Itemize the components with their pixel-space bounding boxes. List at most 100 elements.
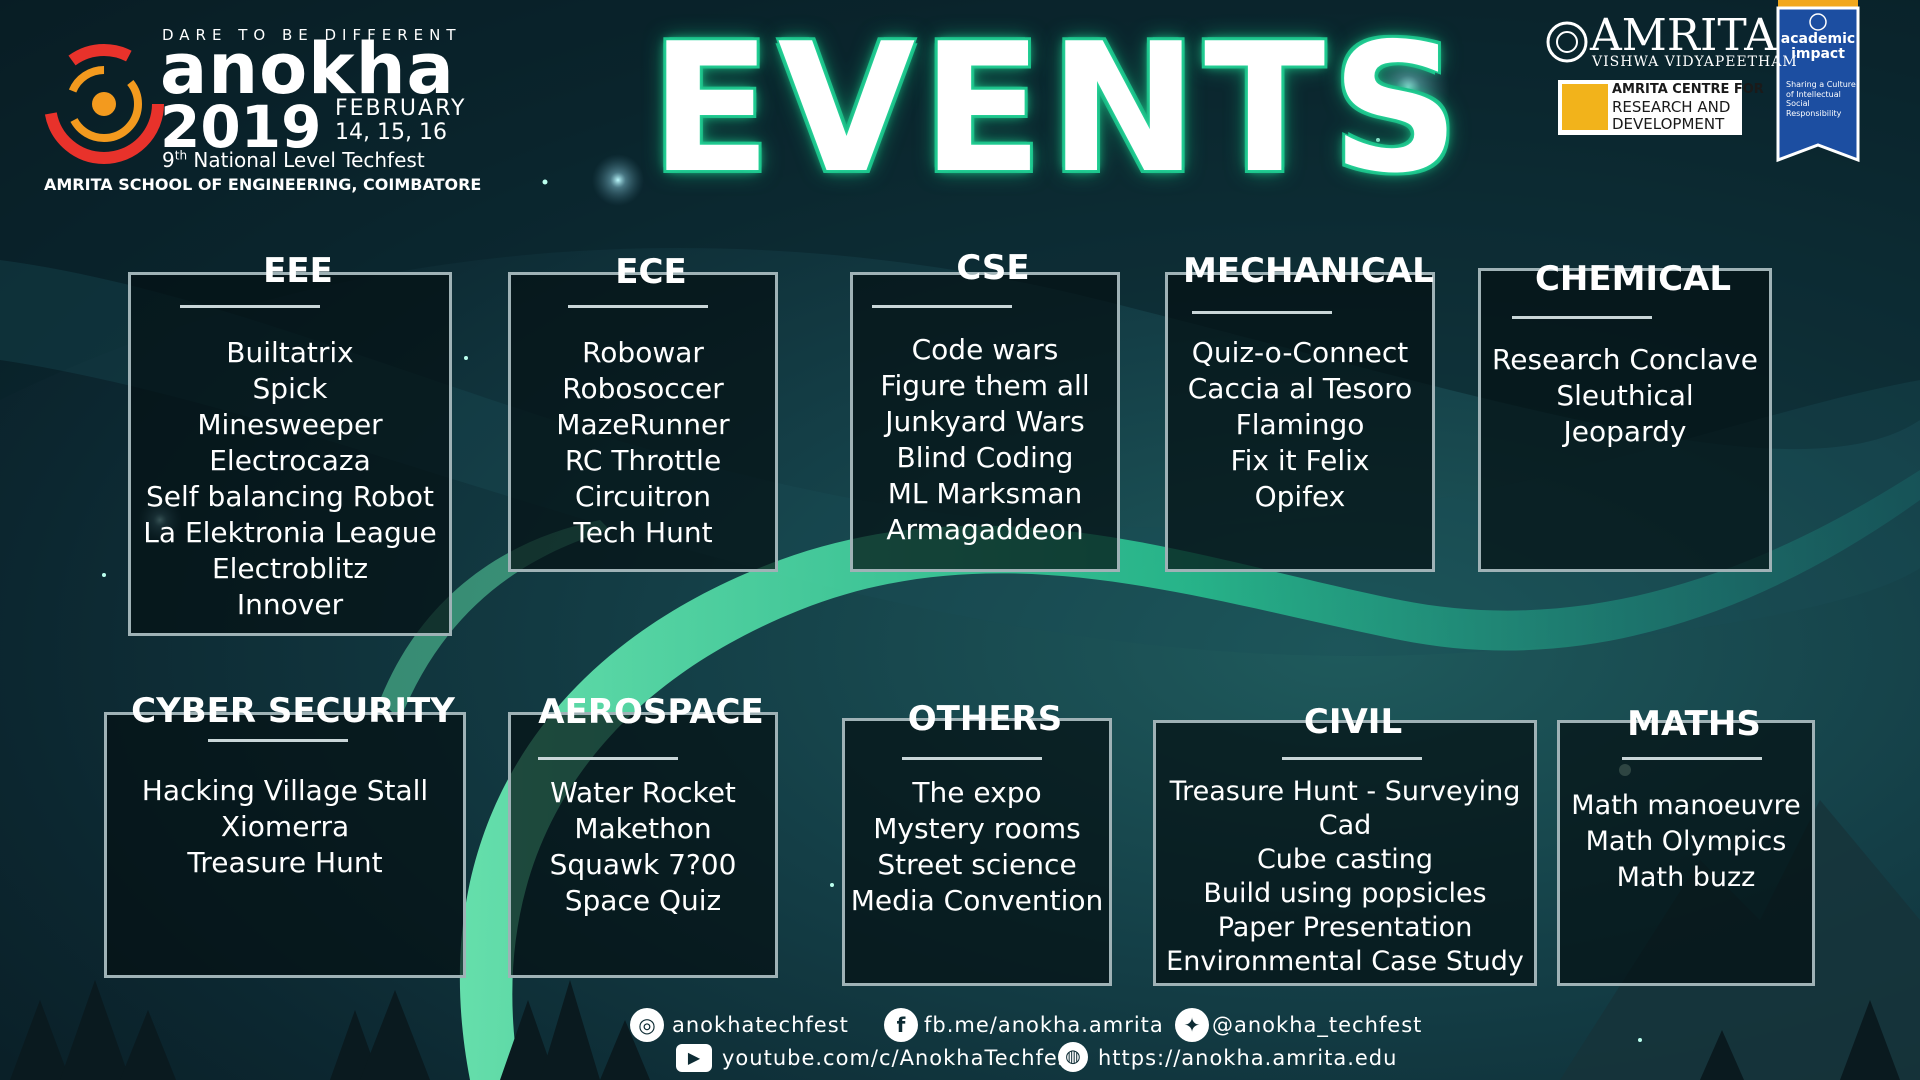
globe-icon[interactable]: ◍ [1058, 1042, 1088, 1072]
anokha-logo-mark [44, 44, 164, 164]
rd-line2: RESEARCH AND [1612, 98, 1731, 116]
event-item: Spick [252, 372, 328, 405]
dept-box-others [842, 718, 1112, 986]
rd-icon [1562, 84, 1608, 130]
logo-month: FEBRUARY [335, 96, 467, 121]
dept-title-aerospace: AEROSPACE [538, 692, 764, 732]
youtube-icon[interactable]: ▶ [676, 1044, 712, 1072]
website-link[interactable]: https://anokha.amrita.edu [1098, 1046, 1398, 1070]
edition-number: 9 [162, 148, 175, 172]
event-item: Innover [236, 588, 344, 621]
dept-rule-eee [180, 305, 320, 308]
logo-year: 2019 [160, 93, 322, 161]
event-item: Fix it Felix [1230, 444, 1370, 477]
logo-school: AMRITA SCHOOL OF ENGINEERING, COIMBATORE [44, 175, 482, 194]
banner-title: academic impact [1780, 31, 1856, 62]
dept-events-chemical: Research Conclave Sleuthical Jeopardy [1478, 342, 1772, 450]
rd-line3: DEVELOPMENT [1612, 115, 1725, 133]
logo-dates: 14, 15, 16 [335, 120, 447, 145]
event-item: RC Throttle [564, 444, 722, 477]
page-title: EVENTS [650, 5, 1466, 212]
academic-impact-banner [1776, 0, 1860, 163]
event-item: Quiz-o-Connect [1191, 336, 1409, 369]
dept-rule-cse [872, 305, 1012, 308]
event-item: Water Rocket [550, 776, 736, 809]
facebook-link[interactable]: fb.me/anokha.amrita [924, 1013, 1164, 1037]
dept-title-maths: MATHS [1627, 704, 1761, 744]
event-item: Treasure Hunt - Surveying [1169, 776, 1521, 807]
event-item: Media Convention [850, 884, 1104, 917]
event-item: Code wars [911, 333, 1059, 366]
event-item: Cad [1318, 810, 1372, 841]
event-item: Math buzz [1616, 862, 1756, 893]
edition-suffix: th [174, 148, 188, 163]
green-ribbon [459, 470, 1920, 1080]
event-item: Street science [877, 848, 1077, 881]
dept-events-civil: Treasure Hunt - Surveying Cad Cube casti… [1153, 775, 1537, 979]
youtube-link[interactable]: youtube.com/c/AnokhaTechfest [722, 1046, 1079, 1070]
event-item: Caccia al Tesoro [1187, 372, 1413, 405]
dept-box-ece [508, 272, 778, 572]
event-item: Environmental Case Study [1166, 946, 1524, 977]
rd-line1: AMRITA CENTRE FOR [1612, 82, 1764, 97]
amrita-seal-icon [1546, 21, 1588, 63]
dept-rule-ece [568, 305, 708, 308]
dept-rule-civil [1282, 757, 1422, 760]
dept-events-eee: Builtatrix Spick Minesweeper Electrocaza… [128, 335, 452, 623]
dept-box-cse [850, 272, 1120, 572]
event-item: Jeopardy [1563, 415, 1687, 448]
dept-rule-chemical [1512, 316, 1652, 319]
dept-box-aerospace [508, 712, 778, 978]
dept-rule-cyber-security [208, 739, 348, 742]
twitter-link[interactable]: @anokha_techfest [1212, 1013, 1423, 1037]
dept-rule-others [902, 757, 1042, 760]
dept-events-ece: Robowar Robosoccer MazeRunner RC Throttl… [508, 335, 778, 551]
event-item: La Elektronia League [143, 516, 437, 549]
event-item: Research Conclave [1492, 343, 1758, 376]
event-item: Figure them all [880, 369, 1090, 402]
amrita-subtitle: VISHWA VIDYAPEETHAM [1592, 54, 1798, 70]
event-item: MazeRunner [556, 408, 730, 441]
dept-events-maths: Math manoeuvre Math Olympics Math buzz [1557, 788, 1815, 896]
event-item: Build using popsicles [1203, 878, 1487, 909]
event-item: Circuitron [575, 480, 711, 513]
logo-tagline: DARE TO BE DIFFERENT [162, 26, 462, 44]
dept-events-cse: Code wars Figure them all Junkyard Wars … [850, 332, 1120, 548]
event-item: Math manoeuvre [1571, 790, 1801, 821]
dept-title-mechanical: MECHANICAL [1183, 251, 1434, 291]
event-item: Flamingo [1235, 408, 1365, 441]
event-item: Blind Coding [896, 441, 1074, 474]
event-item: Space Quiz [564, 884, 722, 917]
dept-title-cyber-security: CYBER SECURITY [131, 691, 455, 731]
event-item: ML Marksman [887, 477, 1083, 510]
event-item: Minesweeper [197, 408, 383, 441]
dept-title-others: OTHERS [907, 699, 1063, 739]
dept-box-maths [1557, 720, 1815, 986]
dept-events-mechanical: Quiz-o-Connect Caccia al Tesoro Flamingo… [1165, 335, 1435, 515]
event-item: Opifex [1254, 480, 1346, 513]
dept-rule-aerospace [538, 757, 678, 760]
dept-title-eee: EEE [263, 251, 333, 291]
event-item: Electroblitz [211, 552, 369, 585]
event-item: The expo [912, 776, 1042, 809]
dept-title-civil: CIVIL [1303, 702, 1403, 742]
twitter-icon[interactable]: ✦ [1175, 1008, 1209, 1042]
dept-title-chemical: CHEMICAL [1534, 259, 1732, 299]
amrita-name: AMRITA [1590, 10, 1777, 61]
dept-title-cse: CSE [956, 248, 1030, 288]
dept-box-civil [1153, 720, 1537, 986]
event-item: Electrocaza [209, 444, 371, 477]
dept-box-mechanical [1165, 272, 1435, 572]
dept-box-eee [128, 272, 452, 636]
logo-wordmark: anokha [160, 28, 455, 110]
instagram-icon[interactable]: ◎ [630, 1008, 664, 1042]
facebook-icon[interactable]: f [884, 1008, 918, 1042]
dept-box-cyber-security [104, 712, 466, 978]
banner-subtitle: Sharing a Culture of Intellectual Social… [1786, 80, 1856, 118]
event-item: Tech Hunt [573, 516, 713, 549]
event-item: Treasure Hunt [187, 846, 383, 879]
instagram-link[interactable]: anokhatechfest [672, 1013, 849, 1037]
event-item: Junkyard Wars [885, 405, 1085, 438]
